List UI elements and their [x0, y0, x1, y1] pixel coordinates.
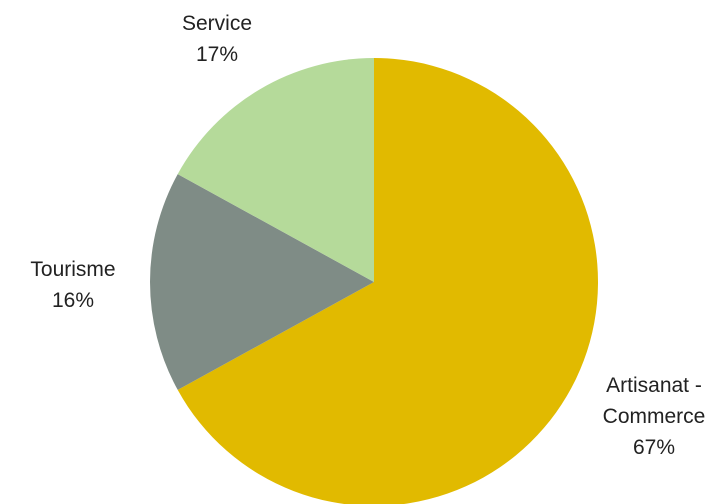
label-tourisme-line-0: Tourisme	[30, 258, 115, 281]
slice-artisanat-commerce	[177, 58, 598, 504]
label-artisanat-commerce-line-1: Commerce	[603, 405, 706, 428]
label-artisanat-commerce-line-0: Artisanat -	[606, 374, 702, 397]
slice-service	[177, 58, 374, 282]
pie-labels: Artisanat - Commerce 67% Tourisme 16% Service…	[30, 12, 705, 459]
slice-tourisme	[150, 174, 374, 390]
label-tourisme-line-1: 16%	[52, 289, 94, 312]
label-tourisme: Tourisme 16%	[30, 258, 115, 312]
label-artisanat-commerce-line-2: 67%	[633, 436, 675, 459]
pie-slices	[150, 58, 598, 504]
label-service: Service 17%	[182, 12, 252, 66]
label-artisanat-commerce: Artisanat - Commerce 67%	[603, 374, 706, 459]
label-service-line-1: 17%	[196, 43, 238, 66]
label-service-line-0: Service	[182, 12, 252, 35]
